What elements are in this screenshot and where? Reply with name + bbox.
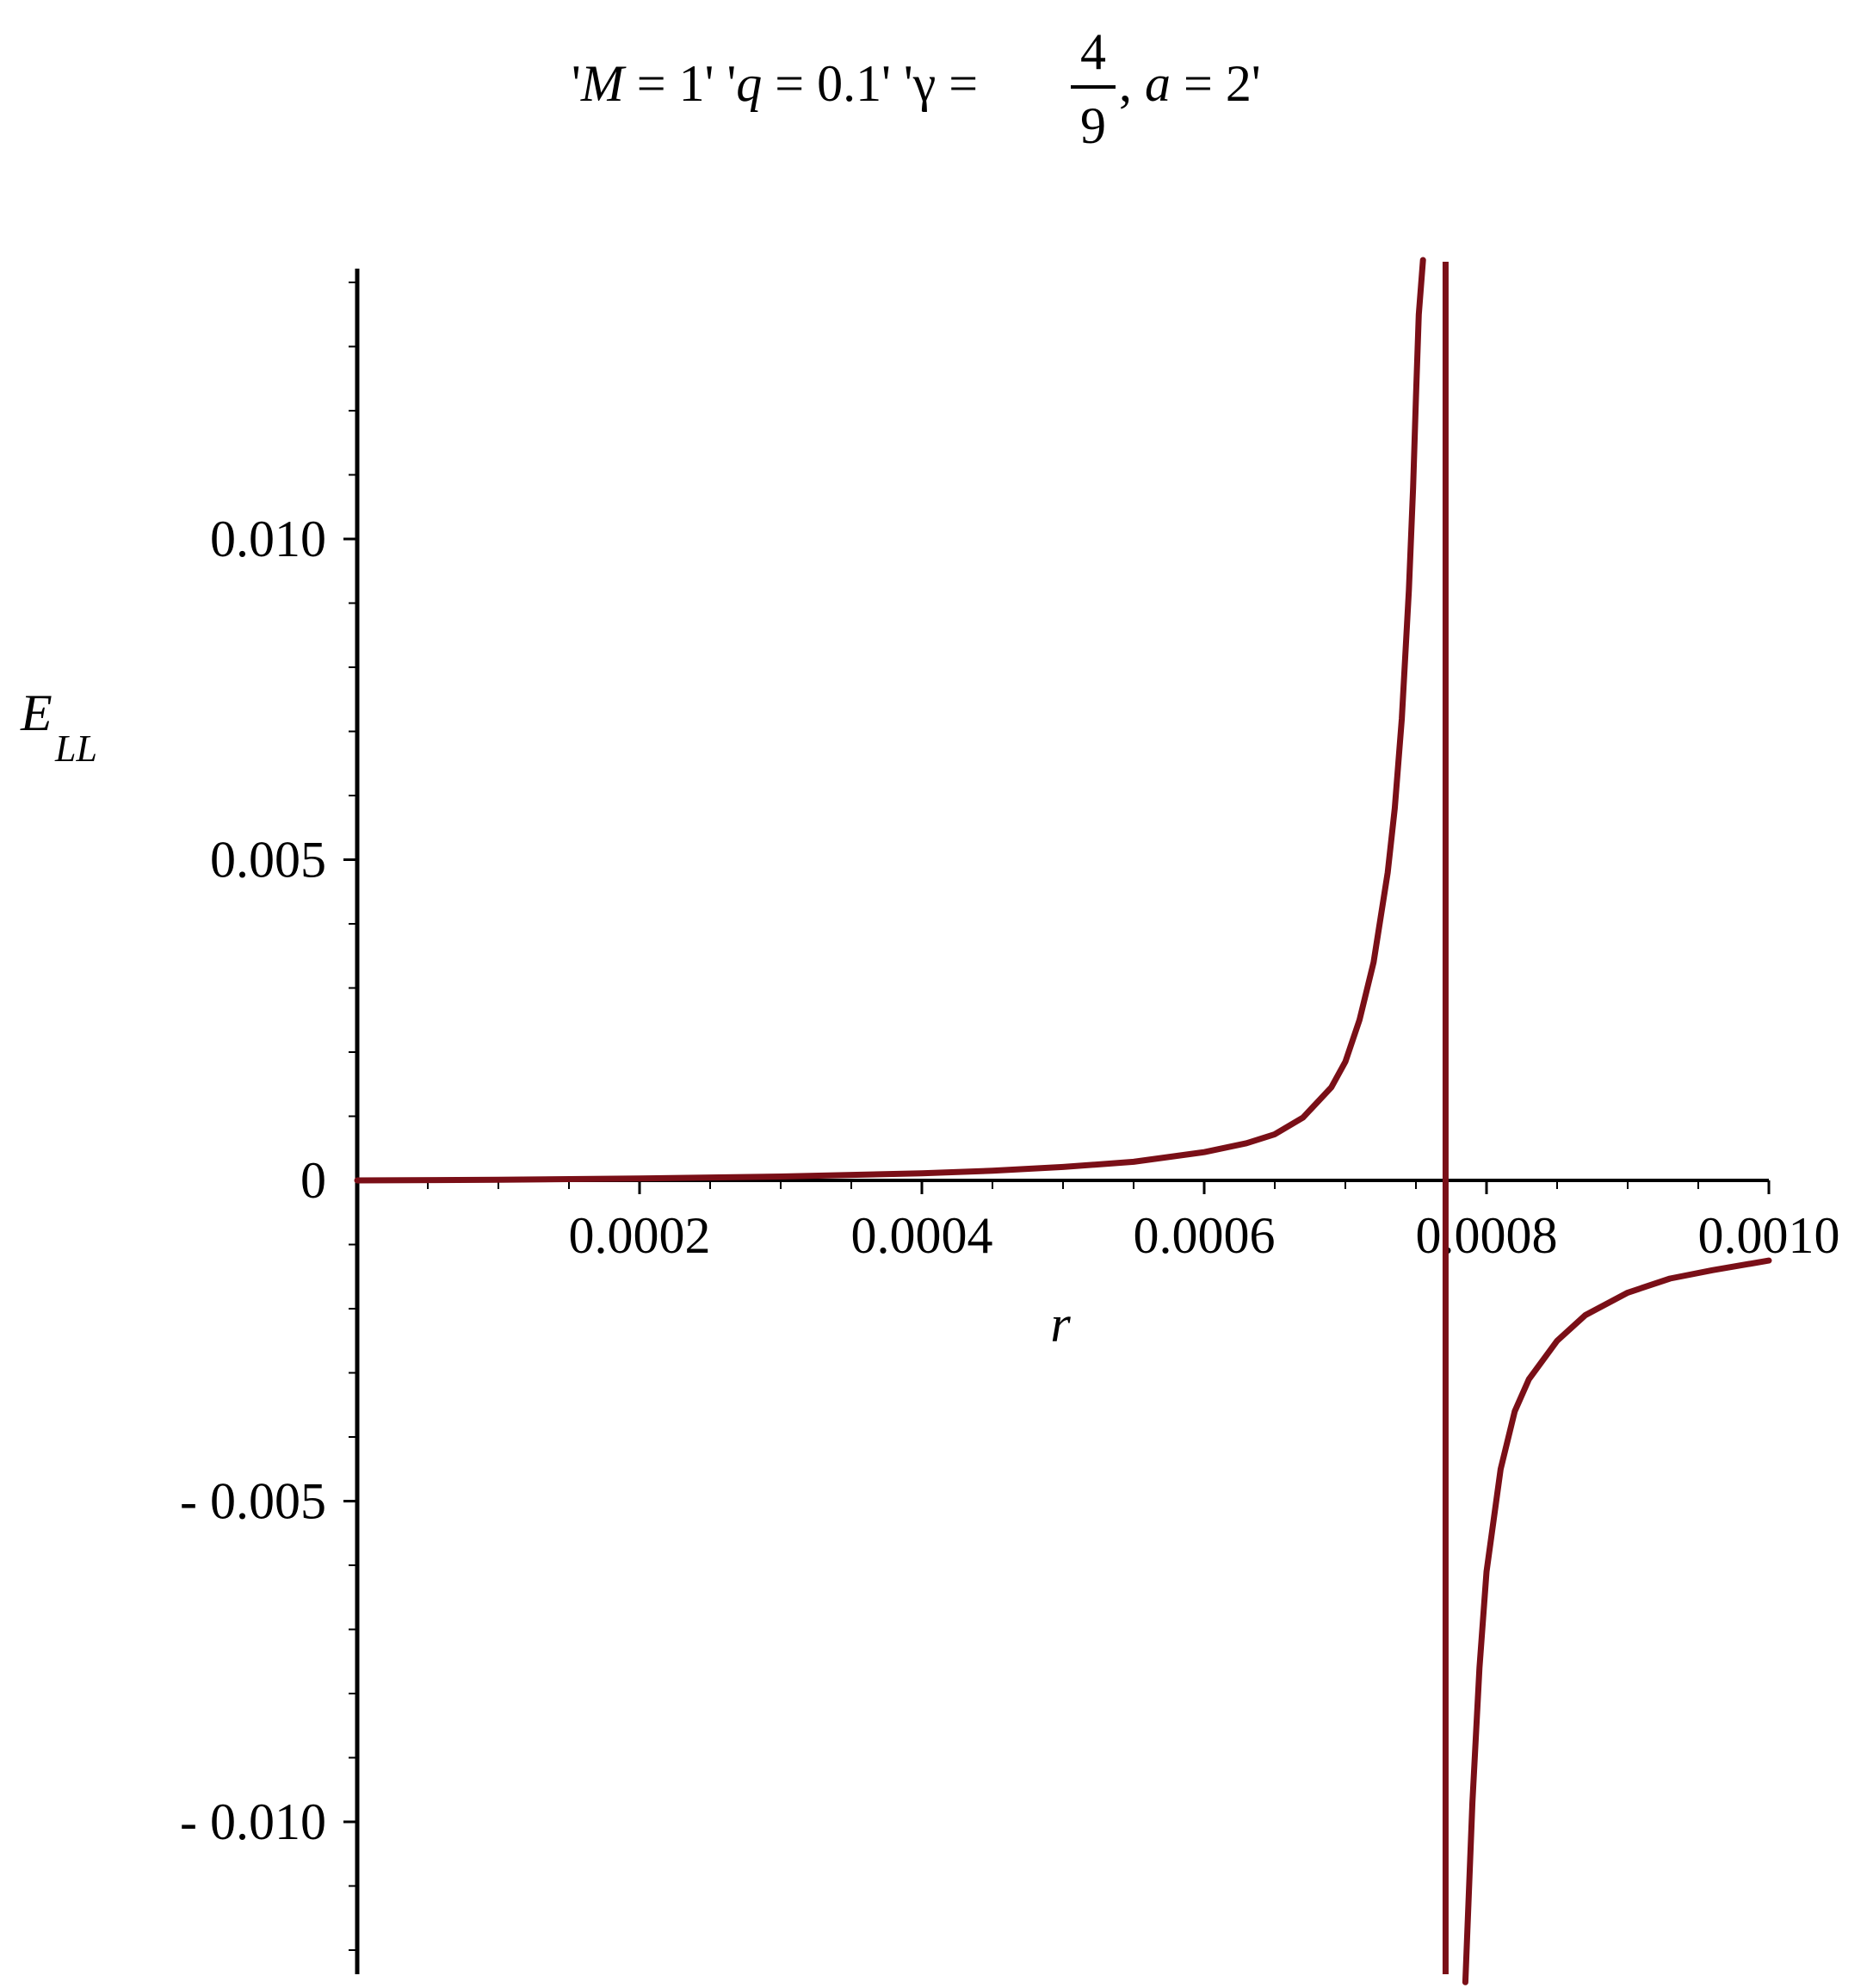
y-tick-label: 0.010 xyxy=(210,511,326,567)
title-fraction-denominator: 9 xyxy=(1080,97,1106,154)
title-part4-rest: = 2' xyxy=(1171,55,1261,112)
x-tick-label: 0.0008 xyxy=(1416,1207,1558,1264)
x-tick-label: 0.0006 xyxy=(1134,1207,1276,1264)
title-part3-after: , xyxy=(1119,55,1145,112)
y-tick-label: 0.005 xyxy=(210,832,326,889)
title-part1-rest: = 1' ' xyxy=(624,55,736,112)
chart-title: 'M = 1' 'q = 0.1' 'γ = 4 9 , a = 2' xyxy=(572,23,1261,154)
x-axis-label: r xyxy=(1050,1296,1071,1353)
x-tick-label: 0.0002 xyxy=(569,1207,711,1264)
title-var-q: q xyxy=(736,55,762,112)
x-tick-label: 0.0004 xyxy=(851,1207,993,1264)
title-part1-open: ' xyxy=(572,55,581,112)
title-var-gamma: γ xyxy=(912,55,936,112)
title-var-a: a xyxy=(1145,55,1171,112)
title-gamma-eq: = xyxy=(936,55,978,112)
y-tick-label: - 0.010 xyxy=(180,1793,326,1850)
svg-text:, a = 2': , a = 2' xyxy=(1119,55,1261,112)
series-branch-left xyxy=(354,257,1426,1184)
x-tick-label: 0.0010 xyxy=(1698,1207,1840,1264)
y-tick-label: 0 xyxy=(300,1152,326,1209)
plot-lines xyxy=(354,257,1772,1985)
svg-text:'M = 1' 'q = 0.1' 'γ =: 'M = 1' 'q = 0.1' 'γ = xyxy=(572,55,978,112)
x-ticks: 0.0002 0.0004 0.0006 0.0008 0.0010 xyxy=(427,1180,1840,1264)
y-axis-label-subscript: LL xyxy=(54,728,97,770)
series-branch-right xyxy=(1462,1257,1772,1985)
y-axis-label-main: E xyxy=(20,684,53,741)
title-fraction-numerator: 4 xyxy=(1080,23,1106,80)
title-var-m: M xyxy=(580,55,627,112)
y-ticks: 0.010 0.005 0 - 0.005 - 0.010 xyxy=(180,282,357,1951)
y-tick-label: - 0.005 xyxy=(180,1473,326,1530)
title-part2-rest: = 0.1' ' xyxy=(762,55,912,112)
y-axis-label: E LL xyxy=(20,684,97,770)
